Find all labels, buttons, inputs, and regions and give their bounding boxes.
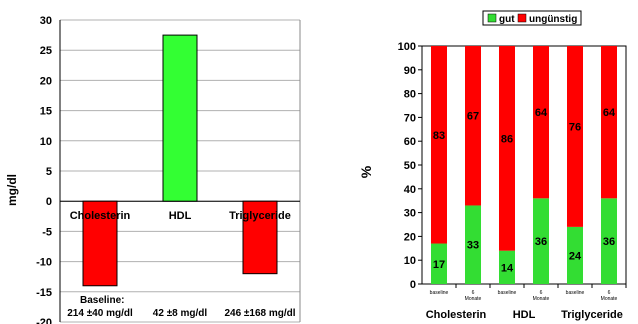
legend-swatch-unguenstig <box>517 13 527 23</box>
left-bar <box>162 34 198 202</box>
bar-segment-unguenstig <box>601 46 617 199</box>
left-y-tick: -15 <box>36 287 52 299</box>
right-group-label: HDL <box>513 309 536 321</box>
bar-segment-gut <box>601 198 617 284</box>
left-y-tick: 30 <box>40 15 52 27</box>
left-y-axis-label: mg/dl <box>5 174 19 206</box>
right-y-axis-label: % <box>358 165 374 178</box>
data-label-gut: 36 <box>603 236 615 248</box>
data-label-unguenstig: 64 <box>535 107 548 119</box>
left-category-labels: Cholesterin HDL Triglyceride <box>70 210 291 222</box>
left-y-tick: 0 <box>46 196 52 208</box>
bar-segment-unguenstig <box>465 46 481 206</box>
right-y-tick: 100 <box>398 41 416 53</box>
left-bars <box>82 34 278 287</box>
bar-segment-unguenstig <box>533 46 549 199</box>
left-y-tick: -20 <box>36 317 52 324</box>
right-x-tick-label: baseline <box>566 290 585 296</box>
data-label-unguenstig: 86 <box>501 133 513 145</box>
bar-segment-unguenstig <box>567 46 583 227</box>
bar-segment-gut <box>499 250 515 284</box>
right-x-tick-label: 6 Monate <box>601 290 618 302</box>
right-group-label: Triglyceride <box>561 309 623 321</box>
left-y-tick: 25 <box>40 45 52 57</box>
left-y-tick: 15 <box>40 106 52 118</box>
bar-segment-gut <box>567 226 583 284</box>
baseline-value: 246 ±168 mg/dl <box>224 308 295 319</box>
baseline-value: 214 ±40 mg/dl <box>67 308 133 319</box>
right-legend: gut ungünstig <box>482 10 582 26</box>
right-plot-frame <box>418 45 627 288</box>
data-label-unguenstig: 83 <box>433 130 445 142</box>
bar-segment-gut <box>533 198 549 284</box>
baseline-values: 214 ±40 mg/dl 42 ±8 mg/dl 246 ±168 mg/dl <box>67 308 296 319</box>
left-category-label: Triglyceride <box>229 210 291 222</box>
baseline-value: 42 ±8 mg/dl <box>153 308 208 319</box>
left-bar <box>242 200 278 275</box>
bar-segment-gut <box>465 205 481 284</box>
bar-segment-unguenstig <box>499 46 515 251</box>
right-plot-border <box>421 45 627 285</box>
right-x-tick-label: 6 Monate <box>533 290 550 302</box>
right-y-tick: 40 <box>404 184 416 196</box>
right-y-tick: 70 <box>404 112 416 124</box>
left-category-label: Cholesterin <box>70 210 131 222</box>
legend-swatch-gut <box>487 13 497 23</box>
right-y-tick: 30 <box>404 208 416 220</box>
right-y-tick: 10 <box>404 255 416 267</box>
left-y-tick: 10 <box>40 136 52 148</box>
right-y-tick: 60 <box>404 136 416 148</box>
right-x-tick-labels: baseline 6 Monate baseline 6 Monate baseline 6 M… <box>430 290 618 302</box>
right-y-tick: 80 <box>404 89 416 101</box>
left-y-tick: 20 <box>40 75 52 87</box>
data-label-gut: 17 <box>433 259 445 271</box>
data-label-gut: 36 <box>535 236 547 248</box>
left-y-tick-labels: 30 25 20 15 10 5 0 -5 -10 -15 -20 <box>36 15 52 324</box>
legend-label-unguenstig: ungünstig <box>529 14 577 25</box>
right-y-tick: 90 <box>404 65 416 77</box>
right-group-label: Cholesterin <box>426 309 487 321</box>
data-label-unguenstig: 76 <box>569 121 581 133</box>
right-group-labels: Cholesterin HDL Triglyceride <box>426 309 623 321</box>
left-bar <box>82 200 118 287</box>
right-y-tick: 0 <box>410 279 416 291</box>
right-x-tick-label: baseline <box>498 290 517 296</box>
left-category-label: HDL <box>169 210 192 222</box>
right-x-tick-label: baseline <box>430 290 449 296</box>
legend-box <box>482 10 582 26</box>
right-x-tick-label: 6 Monate <box>465 290 482 302</box>
bar-segment-unguenstig <box>431 46 447 244</box>
left-chart: 30 25 20 15 10 5 0 -5 -10 -15 -20 Cholesterin HDL Tr… <box>5 15 301 324</box>
legend-label-gut: gut <box>499 14 515 25</box>
data-label-gut: 14 <box>501 262 514 274</box>
right-y-tick: 20 <box>404 231 416 243</box>
bar-segment-gut <box>431 243 447 284</box>
data-label-unguenstig: 67 <box>467 111 479 123</box>
baseline-title: Baseline: <box>80 295 124 306</box>
left-y-tick: -10 <box>36 257 52 269</box>
right-y-tick: 50 <box>404 160 416 172</box>
left-y-tick: 5 <box>46 166 52 178</box>
data-label-gut: 33 <box>467 240 479 252</box>
data-label-unguenstig: 64 <box>603 107 616 119</box>
right-stacked-bars: 17 83 33 67 14 86 36 64 24 76 36 64 <box>431 46 617 284</box>
data-label-gut: 24 <box>569 250 582 262</box>
left-y-tick: -5 <box>42 226 52 238</box>
